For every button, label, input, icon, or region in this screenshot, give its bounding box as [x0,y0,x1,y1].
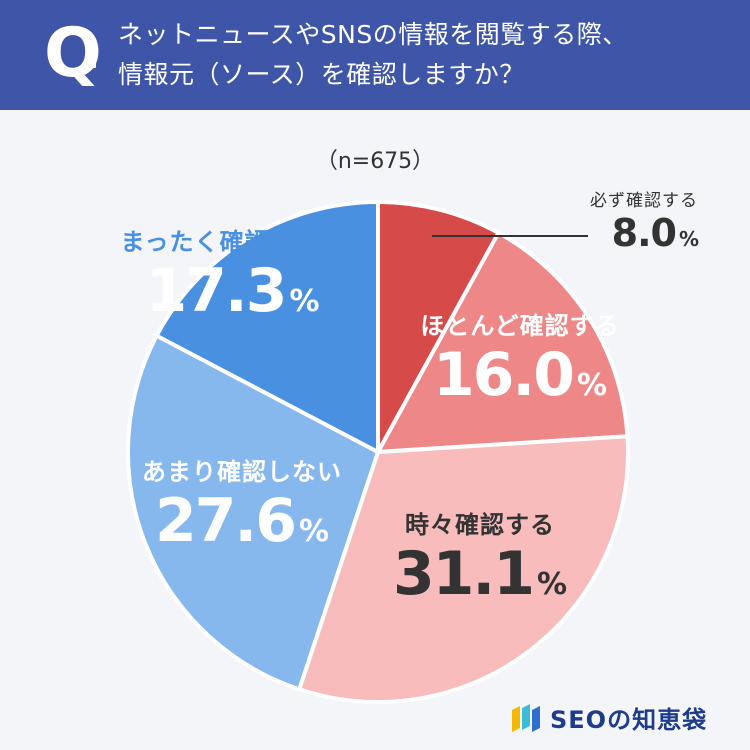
slice-rarely-check [126,333,380,692]
slice-name-mostly-check: ほとんど確認する [420,312,620,340]
slice-sometimes-check [297,434,630,704]
slice-label-sometimes-check: 時々確認する 31.1% [370,505,590,619]
logo-book-icon [512,704,540,732]
slice-name-rarely-check: あまり確認しない [142,458,342,486]
slice-label-always-check: 必ず確認する 8.0% [548,186,699,261]
slice-name-never-check: まったく確認しない [120,228,345,256]
slice-name-always-check: 必ず確認する [590,191,698,211]
question-mark: Q [44,14,102,93]
brand-logo: SEOの知恵袋 [510,700,707,734]
slice-never-check [154,200,380,454]
question-title-line-1: ネットニュースやSNSの情報を閲覧する際、 [118,20,628,49]
slice-value-sometimes-check: 31.1% [392,539,568,609]
slice-label-mostly-check: ほとんど確認する 16.0% [400,306,640,420]
slice-value-mostly-check: 16.0% [432,340,608,410]
slice-value-never-check: 17.3% [145,256,320,326]
slice-name-sometimes-check: 時々確認する [405,511,555,539]
logo-text: SEOの知恵袋 [550,705,708,734]
sample-size: （n=675） [315,149,435,174]
question-header: Q ネットニュースやSNSの情報を閲覧する際、 情報元（ソース）を確認しますか？ [0,0,750,110]
question-mark-dot [86,58,96,68]
slice-label-rarely-check: あまり確認しない 27.6% [122,452,362,566]
slice-value-always-check: 8.0% [611,211,699,255]
slice-always-check [376,200,501,454]
question-title-line-2: 情報元（ソース）を確認しますか？ [118,60,525,89]
slice-value-rarely-check: 27.6% [154,486,330,556]
slice-label-never-check: まったく確認しない 17.3% [100,222,365,336]
slice-mostly-check [376,230,630,454]
